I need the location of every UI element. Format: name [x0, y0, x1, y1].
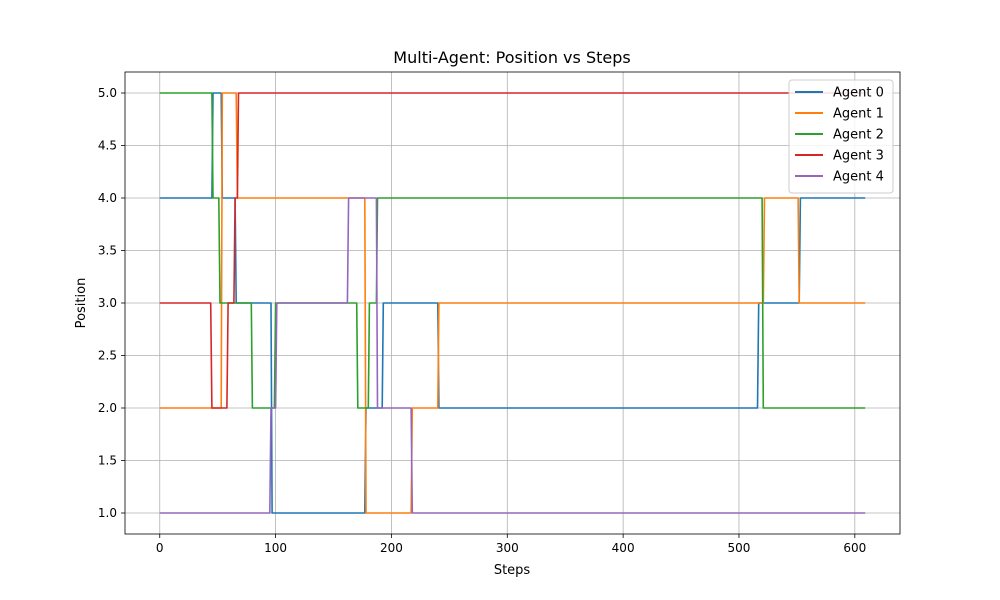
legend-label-agent-2: Agent 2	[833, 128, 884, 143]
series-line-agent-3	[159, 92, 866, 409]
x-axis-label: Steps	[494, 563, 531, 578]
y-tick-label: 3.0	[98, 296, 117, 310]
y-tick-label: 5.0	[98, 86, 117, 100]
legend-label-agent-4: Agent 4	[833, 170, 884, 185]
series-line-agent-4	[159, 197, 866, 514]
y-tick-label: 4.0	[98, 191, 117, 205]
x-tick-label: 300	[496, 541, 519, 555]
legend: Agent 0 Agent 1 Agent 2 Agent 3 Agent 4	[788, 79, 894, 194]
x-tick-label: 600	[843, 541, 866, 555]
chart-title: Multi-Agent: Position vs Steps	[393, 48, 630, 67]
x-tick-label: 400	[612, 541, 635, 555]
series-layer	[159, 92, 866, 514]
ticks: 0 100 200 300 400 500 600 1.0 1.5 2.0 2.5 3.0 3.5 4.0…	[98, 86, 866, 555]
y-tick-label: 1.0	[98, 506, 117, 520]
y-tick-label: 2.5	[98, 349, 117, 363]
x-tick-label: 0	[156, 541, 164, 555]
x-tick-label: 500	[728, 541, 751, 555]
y-axis-label: Position	[74, 278, 89, 329]
legend-label-agent-1: Agent 1	[833, 107, 884, 122]
x-tick-label: 100	[264, 541, 287, 555]
y-tick-label: 1.5	[98, 454, 117, 468]
x-tick-label: 200	[380, 541, 403, 555]
legend-box	[788, 79, 894, 194]
y-tick-label: 3.5	[98, 244, 117, 258]
legend-label-agent-3: Agent 3	[833, 149, 884, 164]
y-tick-label: 4.5	[98, 139, 117, 153]
y-tick-label: 2.0	[98, 401, 117, 415]
legend-label-agent-0: Agent 0	[833, 86, 884, 101]
